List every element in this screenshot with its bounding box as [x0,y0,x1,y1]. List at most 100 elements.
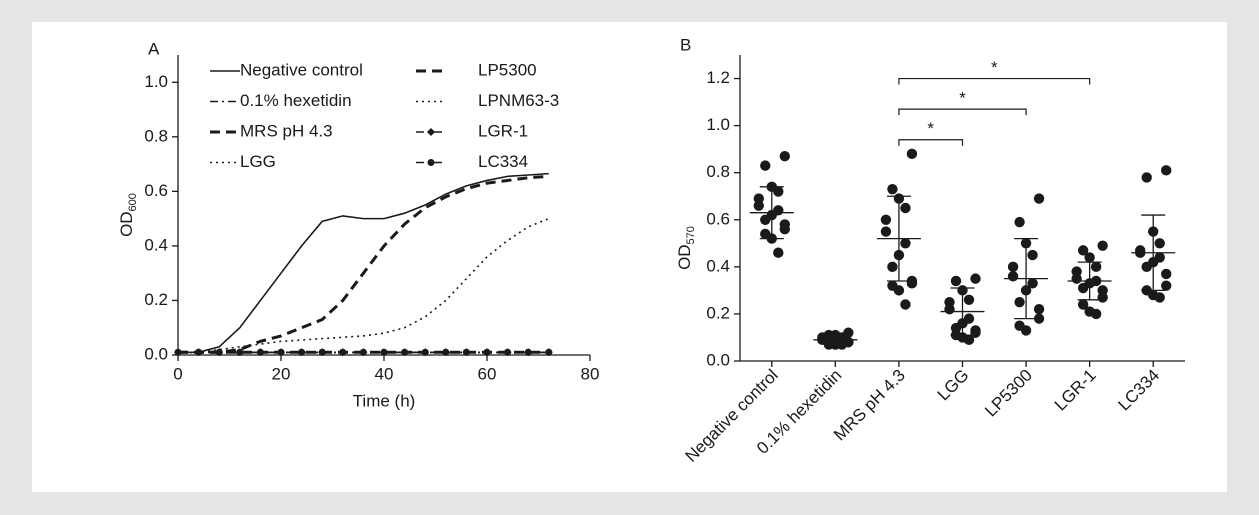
data-point [970,273,981,284]
data-point [1077,299,1089,310]
data-point [836,339,848,350]
data-point [1020,325,1032,336]
y-axis-label-text: OD600 [117,193,138,237]
data-point [893,285,905,296]
marker [483,348,491,356]
data-point [887,183,898,195]
y-tick-label: 0.0 [144,344,168,363]
y-axis-label: OD570 [675,226,696,270]
marker [256,348,264,356]
data-point [1141,172,1152,183]
ylabel-sub: 600 [127,193,139,211]
y-tick-label: 0.8 [144,126,168,145]
data-point [1090,308,1102,320]
data-point [1033,313,1045,324]
data-point [753,200,764,211]
panel-background [32,22,1227,492]
data-point [1077,245,1089,256]
legend-label: LC334 [478,152,528,171]
data-point [880,226,892,237]
significance-label: * [991,58,998,77]
y-tick-label: 1.0 [144,72,168,91]
marker [318,348,326,356]
y-tick-label: 0.4 [144,235,168,254]
legend-marker [427,159,435,166]
data-point [1027,278,1038,289]
marker [442,348,450,356]
y-tick-label: 0.2 [706,303,730,322]
data-point [779,151,790,162]
ylabel-main: OD [675,244,694,270]
data-point [1154,292,1165,303]
data-point [1014,216,1025,228]
x-axis-label: Time (h) [353,391,416,410]
legend-label: LPNM63-3 [478,91,559,110]
legend-label: LGG [240,152,276,171]
ylabel-main: OD [117,211,136,237]
data-point [1161,280,1172,291]
data-point [1033,193,1045,204]
marker [215,348,223,356]
data-point [900,238,911,249]
marker [524,348,532,356]
data-point [1084,252,1095,263]
data-point [900,202,911,214]
data-point [880,214,892,225]
marker [380,348,388,356]
data-point [1007,261,1019,273]
marker [401,348,409,356]
data-point [773,247,784,258]
x-tick-label: 60 [478,364,497,383]
marker [504,348,512,356]
y-tick-label: 1.0 [706,115,730,134]
series-line [178,217,550,354]
marker [339,348,347,356]
data-point [944,304,955,315]
y-tick-label: 1.2 [706,68,730,87]
series-line [178,174,549,354]
y-tick-label: 0.8 [706,162,730,181]
significance-label: * [927,119,934,138]
legend-label: LGR-1 [478,121,528,140]
data-point [1141,261,1152,273]
y-tick-label: 0.6 [706,209,730,228]
x-tick-label: 80 [581,364,600,383]
marker [195,348,203,356]
data-point [1154,238,1165,249]
significance-bracket [898,108,1027,116]
legend-label: LP5300 [478,60,537,79]
significance-label: * [959,89,966,108]
data-point [773,186,784,197]
data-point [906,148,918,160]
panel-label: B [680,35,691,54]
marker [236,348,244,356]
legend-label: MRS pH 4.3 [240,121,333,140]
marker [174,348,182,356]
data-point [1007,271,1019,282]
marker [359,348,367,356]
legend-label: 0.1% hexetidin [240,91,352,110]
data-point [760,214,771,225]
y-tick-label: 0.4 [706,256,730,275]
legend-label: Negative control [240,60,363,79]
data-point [760,160,771,171]
marker [545,348,553,356]
significance-bracket [898,139,964,146]
legend-marker [427,128,435,136]
marker [462,348,470,356]
data-point [887,261,898,273]
x-tick-label: 20 [272,364,291,383]
data-point [1097,292,1108,303]
y-tick-label: 0.6 [144,181,168,200]
data-point [1161,165,1172,176]
marker [421,348,429,356]
data-point [963,294,975,305]
data-point [779,223,790,235]
data-point [950,275,962,287]
marker [277,348,285,356]
data-point [1033,304,1045,315]
data-point [906,278,918,289]
data-point [1077,282,1089,294]
y-tick-label: 0.0 [706,350,730,369]
